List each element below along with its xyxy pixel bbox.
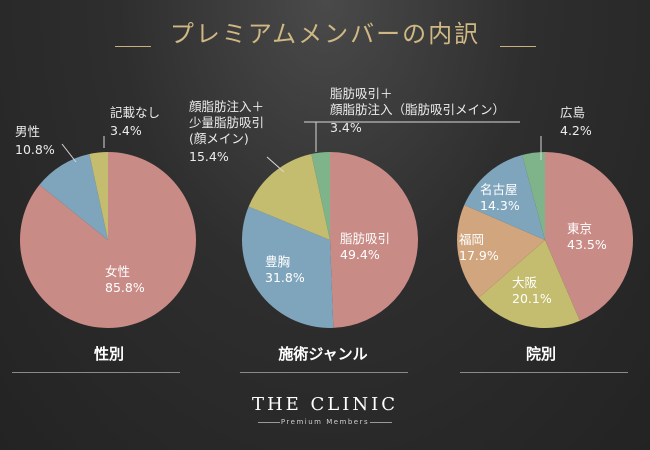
slice-value-1-3: 3.4% [330,120,362,135]
logo-text: THE CLINIC [251,394,399,415]
slice-value-0-0: 85.8% [105,280,145,295]
slice-label-0-2: 記載なし [110,105,160,120]
slice-value-2-3: 14.3% [480,198,520,213]
slice-label-2-3: 名古屋 [480,182,518,197]
chart-underline-clinic [460,372,628,373]
pie-chart-0 [19,152,196,328]
leader-line-1-3 [304,121,520,152]
slice-label-2-1: 大阪 [512,275,538,290]
chart-title-genre: 施術ジャンル [278,345,368,363]
slice-value-1-2: 15.4% [189,149,229,164]
slice-label-1-0: 脂肪吸引 [340,231,390,246]
chart-underline-genre [240,372,408,373]
slice-value-2-0: 43.5% [567,237,607,252]
slice-value-1-1: 31.8% [265,270,305,285]
slice-value-2-2: 17.9% [459,248,499,263]
slice-label-0-0: 女性 [105,264,130,279]
leader-line-1-2 [266,156,285,173]
slice-value-0-2: 3.4% [110,123,142,138]
slice-label-2-0: 東京 [567,221,592,236]
slice-label-1-2: 少量脂肪吸引 [189,115,264,130]
pie-slice-1-0 [330,152,419,328]
slice-label-1-2: (顔メイン) [189,131,249,146]
pie-chart-1 [242,152,419,328]
slice-label-1-3: 顔脂肪注入（脂肪吸引メイン） [330,102,505,117]
pie-slice-2-4 [522,152,545,240]
logo-line-right [370,422,392,423]
chart-title-gender: 性別 [93,345,124,363]
page-title-row [0,20,650,60]
slice-value-2-1: 20.1% [512,291,552,306]
pie-slice-2-3 [464,155,545,240]
slice-label-1-3: 脂肪吸引＋ [330,86,393,101]
pie-slice-1-3 [311,152,330,240]
slice-label-0-1: 男性 [15,124,40,139]
pie-slice-0-2 [89,152,108,240]
pie-slice-2-1 [478,240,580,329]
slice-value-2-4: 4.2% [560,123,592,138]
pie-slice-2-0 [545,152,634,321]
pie-slice-2-2 [457,205,545,298]
slice-label-1-1: 豊胸 [265,254,290,269]
slice-value-1-0: 49.4% [340,247,380,262]
pie-slice-1-1 [242,206,334,328]
chart-title-clinic: 院別 [525,345,556,363]
title-line-left [115,46,151,47]
logo-subtitle: Premium Members [280,418,370,426]
title-line-right [500,46,536,47]
leader-line-0-1 [61,143,77,163]
pie-slice-0-0 [19,152,196,328]
chart-underline-gender [12,372,180,373]
pie-slice-0-1 [39,154,108,240]
logo-line-left [258,422,280,423]
slice-label-2-2: 福岡 [459,232,484,247]
page-title: プレミアムメンバーの内訳 [169,20,481,48]
slice-label-1-2: 顔脂肪注入＋ [189,99,264,114]
pie-slice-1-2 [248,154,330,240]
slice-label-2-4: 広島 [560,105,585,120]
pie-chart-2 [457,152,634,329]
slice-value-0-1: 10.8% [15,142,55,157]
